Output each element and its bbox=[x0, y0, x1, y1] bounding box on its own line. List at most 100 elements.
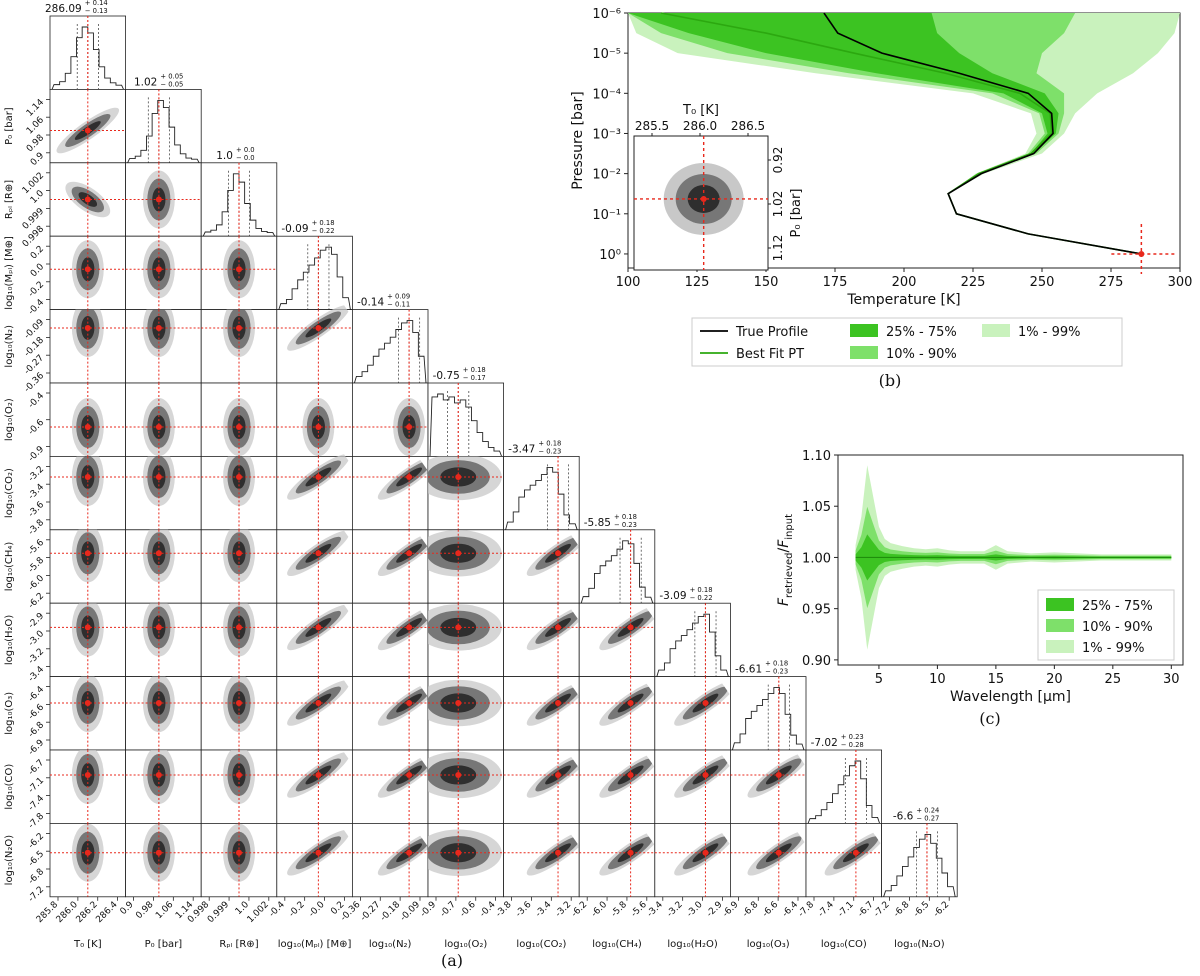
y-tick-label: 10⁰ bbox=[599, 248, 621, 263]
cell-O3-P0 bbox=[125, 676, 202, 751]
x-tick-label: -0.0 bbox=[307, 900, 327, 920]
y-tick-label: 10⁻⁴ bbox=[592, 87, 621, 102]
truth-marker bbox=[702, 700, 709, 707]
cell-CO-T0 bbox=[49, 749, 126, 824]
cell-N2-T0 bbox=[49, 309, 126, 384]
truth-marker bbox=[155, 771, 162, 778]
truth-marker bbox=[155, 266, 162, 273]
cell-CO-O3 bbox=[730, 749, 811, 824]
y-tick-label: 10⁻¹ bbox=[592, 208, 621, 223]
x-tick-label: -6.4 bbox=[781, 900, 801, 920]
histogram-O2 bbox=[429, 393, 503, 457]
err-plus-N2: + 0.09 bbox=[387, 293, 410, 301]
truth-marker bbox=[702, 849, 709, 856]
y-tick-label: -0.2 bbox=[27, 280, 46, 299]
err-minus-CH4: − 0.23 bbox=[614, 521, 637, 529]
truth-marker bbox=[406, 473, 413, 480]
truth-marker bbox=[627, 849, 634, 856]
spec-legend-swatch bbox=[1046, 619, 1074, 632]
x-axis-label-Mpl: log₁₀(Mₚₗ) [M⊕] bbox=[278, 939, 352, 950]
x-tick-label: 25 bbox=[1105, 672, 1122, 687]
x-tick-label: 15 bbox=[988, 672, 1005, 687]
truth-marker bbox=[84, 771, 91, 778]
err-minus-P0: − 0.05 bbox=[160, 80, 183, 88]
median-label-CH4: -5.85 bbox=[584, 517, 611, 529]
y-tick-label: -7.1 bbox=[27, 776, 46, 795]
x-tick-label: -3.0 bbox=[685, 900, 705, 920]
inset-ylabel: P₀ [bar] bbox=[789, 189, 804, 238]
legend-label-1-99: 1% - 99% bbox=[1018, 325, 1080, 340]
truth-marker bbox=[555, 550, 562, 557]
cell-CO2-O2 bbox=[427, 455, 504, 531]
cell-CH4-T0 bbox=[49, 529, 126, 604]
truth-marker bbox=[236, 550, 242, 557]
y-tick-label: -3.4 bbox=[27, 482, 47, 502]
x-tick-label: -6.0 bbox=[590, 900, 610, 920]
cell-P0-T0 bbox=[49, 89, 126, 164]
err-minus-O2: − 0.17 bbox=[463, 374, 486, 382]
cell-N2-P0 bbox=[125, 309, 202, 384]
cell-N2O-CO2 bbox=[503, 823, 590, 898]
cell-H2O-Mpl bbox=[276, 602, 353, 678]
y-tick-label: 0.98 bbox=[25, 133, 46, 154]
y-tick-label: -6.8 bbox=[27, 867, 47, 887]
cell-H2O-T0 bbox=[49, 602, 126, 678]
pt-ylabel: Pressure [bar] bbox=[570, 91, 586, 189]
cell-O2-N2 bbox=[351, 382, 429, 457]
pt-profile-panel: 100 125 150 175 200 225 250 275 300 10⁻⁶ 10⁻⁵ 10⁻⁴ 1… bbox=[570, 7, 1193, 367]
x-axis-label-H2O: log₁₀(H₂O) bbox=[667, 939, 718, 950]
err-minus-N2O: − 0.27 bbox=[916, 814, 939, 822]
truth-marker bbox=[155, 324, 162, 331]
median-label-Mpl: -0.09 bbox=[281, 223, 308, 235]
x-tick-label: -0.9 bbox=[419, 900, 439, 920]
ylabel-sub1: retrieved bbox=[784, 553, 795, 598]
median-label-CO: -7.02 bbox=[811, 737, 838, 749]
inset-y-tick-label: 1.12 bbox=[771, 235, 785, 262]
truth-marker bbox=[84, 196, 91, 203]
panel-frame bbox=[881, 823, 958, 898]
cell-O3-H2O bbox=[654, 676, 737, 751]
x-tick-label: 286.2 bbox=[75, 900, 100, 925]
err-plus-T0: + 0.14 bbox=[85, 0, 108, 7]
y-tick-label: -6.7 bbox=[27, 758, 46, 777]
cell-N2O-O2 bbox=[427, 823, 504, 898]
x-tick-label: -5.8 bbox=[610, 900, 630, 920]
x-tick-label: 286.0 bbox=[55, 900, 80, 925]
y-tick-label: -6.6 bbox=[27, 702, 47, 722]
band-10-90 bbox=[628, 13, 1142, 254]
median-label-P0: 1.02 bbox=[134, 76, 157, 88]
truth-marker bbox=[315, 700, 322, 707]
truth-marker bbox=[1138, 250, 1145, 257]
x-tick-label: 300 bbox=[1168, 275, 1193, 290]
x-axis-label-CO: log₁₀(CO) bbox=[821, 939, 867, 950]
cell-O3-Rpl bbox=[200, 676, 278, 751]
y-axis-label-Rpl: Rₚₗ [R⊕] bbox=[4, 180, 15, 219]
inset-y-tick-label: 0.92 bbox=[771, 147, 785, 174]
cell-H2O-Rpl bbox=[200, 602, 278, 678]
spec-legend-label: 1% - 99% bbox=[1082, 641, 1144, 656]
y-axis-label-N2O: log₁₀(N₂O) bbox=[4, 835, 15, 886]
y-tick-label: -7.8 bbox=[27, 811, 47, 831]
cell-CH4-P0 bbox=[125, 529, 202, 604]
truth-marker bbox=[455, 624, 462, 631]
truth-marker bbox=[315, 624, 322, 631]
x-tick-label: -5.6 bbox=[629, 900, 649, 920]
legend-label-true: True Profile bbox=[735, 325, 808, 340]
cell-H2O-O2 bbox=[427, 602, 504, 678]
truth-marker bbox=[84, 473, 91, 480]
y-axis-label-P0: P₀ [bar] bbox=[4, 107, 15, 145]
cell-Mpl-T0 bbox=[49, 235, 126, 310]
cell-CO-P0 bbox=[125, 749, 202, 824]
spec-ylabel: Fretrieved/Finput bbox=[776, 514, 795, 606]
truth-marker bbox=[406, 424, 413, 431]
truth-marker bbox=[84, 127, 91, 134]
cell-N2O-CO bbox=[805, 823, 888, 898]
truth-marker bbox=[155, 849, 162, 856]
panel-frame bbox=[427, 382, 504, 457]
err-minus-T0: − 0.13 bbox=[85, 7, 108, 15]
cell-O3-N2 bbox=[351, 676, 441, 751]
cell-CO-N2 bbox=[351, 749, 441, 824]
y-tick-label: -0.6 bbox=[27, 418, 47, 438]
truth-marker bbox=[84, 550, 91, 557]
legend-swatch-10-90 bbox=[850, 346, 878, 359]
